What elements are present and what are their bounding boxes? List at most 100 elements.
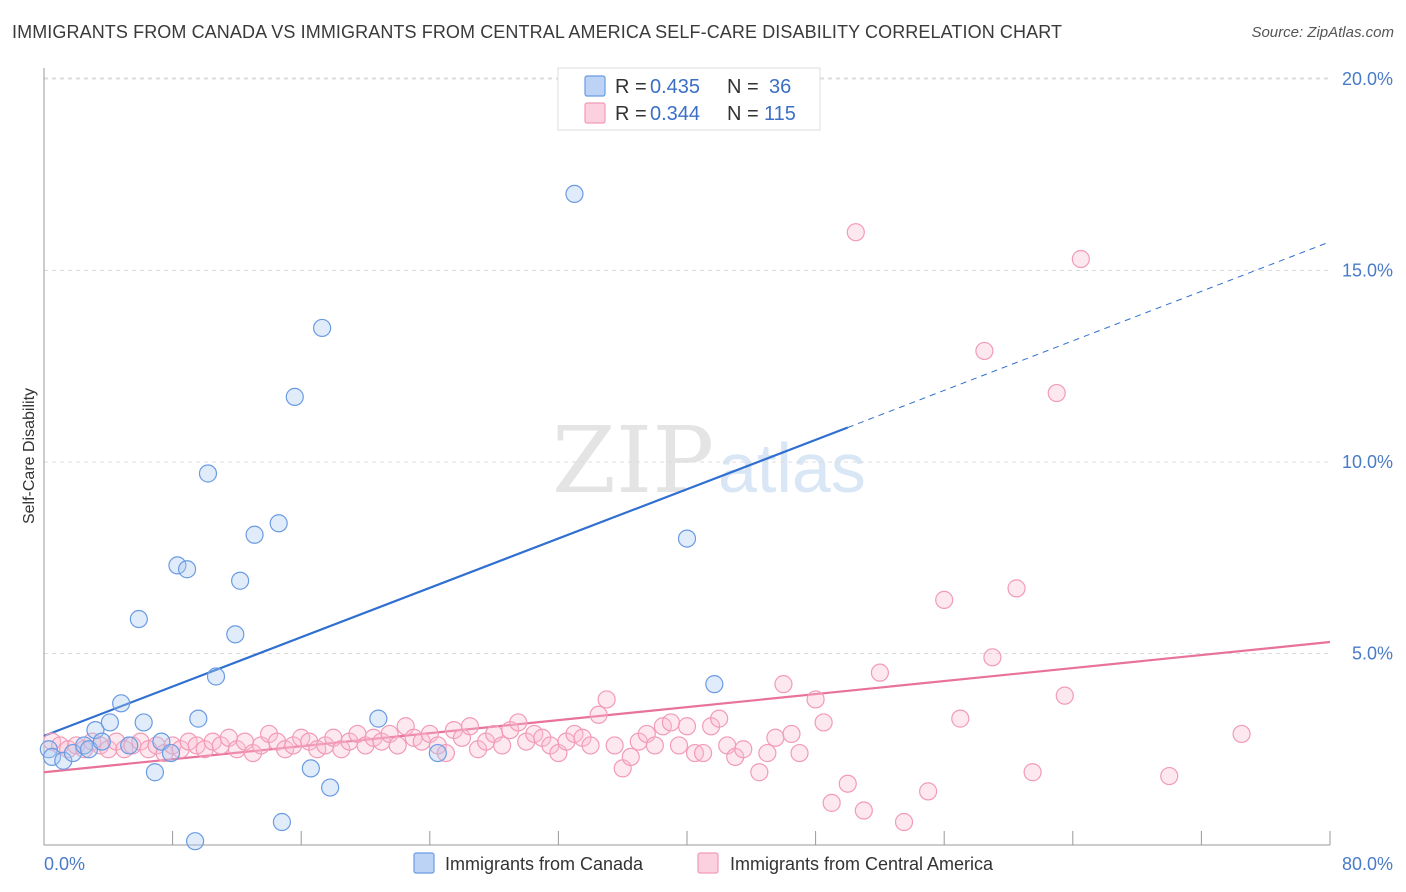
legend-r-canada: 0.435 <box>650 76 700 98</box>
point-central-america <box>1047 383 1066 403</box>
point-canada <box>54 751 73 770</box>
point-central-america <box>460 717 480 736</box>
point-canada <box>198 464 218 483</box>
gridlines <box>44 77 1330 654</box>
point-canada <box>100 713 120 732</box>
point-canada <box>231 571 250 590</box>
point-central-america <box>758 743 777 763</box>
point-canada <box>285 387 304 406</box>
point-canada <box>112 694 131 713</box>
point-central-america <box>854 801 873 820</box>
point-canada <box>301 759 320 778</box>
point-canada <box>312 318 332 338</box>
point-central-america <box>589 705 608 724</box>
point-canada <box>145 763 165 782</box>
point-central-america <box>661 713 681 732</box>
point-central-america <box>669 736 689 755</box>
trendlines <box>43 241 1331 774</box>
point-canada <box>206 667 226 686</box>
point-central-america <box>605 736 624 755</box>
point-central-america <box>766 728 785 747</box>
point-central-america <box>1007 579 1026 598</box>
point-central-america <box>734 740 753 759</box>
bottom-legend-swatch-central-america <box>697 852 719 874</box>
bottom-legend-swatch-canada <box>413 852 435 874</box>
legend-swatch-canada <box>584 75 606 97</box>
point-central-america <box>597 690 616 709</box>
legend-n-label-canada: N = <box>727 76 759 98</box>
point-central-america <box>822 793 841 812</box>
x-tick-label-max: 80.0% <box>1342 854 1393 874</box>
legend-r-label-canada: R = <box>615 76 647 98</box>
trendline-canada <box>43 426 849 737</box>
point-central-america <box>693 743 713 763</box>
point-central-america <box>493 736 512 755</box>
point-canada <box>177 560 197 579</box>
point-central-america <box>790 743 809 763</box>
watermark-zip: ZIP <box>552 407 714 514</box>
point-central-america <box>951 709 970 728</box>
point-central-america <box>677 717 697 736</box>
top-legend: R = 0.435 N = 36 R = 0.344 N = 115 <box>557 67 821 131</box>
series-central-america-points <box>42 223 1251 832</box>
y-tick-label: 15.0% <box>1342 261 1393 281</box>
source-label: Source: ZipAtlas.com <box>1251 24 1394 41</box>
series-canada-points <box>39 184 724 851</box>
point-central-america <box>782 724 801 744</box>
legend-n-canada: 36 <box>769 76 791 98</box>
point-central-america <box>581 736 600 755</box>
trendline-canada-extension <box>847 241 1331 428</box>
point-canada <box>129 609 148 629</box>
point-central-america <box>838 774 857 793</box>
point-central-america <box>1160 766 1179 786</box>
point-central-america <box>1232 724 1251 744</box>
point-central-america <box>870 663 890 682</box>
point-central-america <box>806 690 825 709</box>
legend-n-label-central-america: N = <box>727 103 759 125</box>
legend-r-label-central-america: R = <box>615 103 647 125</box>
y-tick-label: 10.0% <box>1342 452 1393 472</box>
legend-n-central-america: 115 <box>764 103 796 125</box>
point-canada <box>269 514 288 533</box>
point-canada <box>369 709 388 728</box>
y-tick-label: 5.0% <box>1352 644 1393 664</box>
point-canada <box>705 675 724 694</box>
point-canada <box>428 743 447 763</box>
point-canada <box>189 709 208 728</box>
point-canada <box>92 732 111 751</box>
point-central-america <box>1071 249 1090 269</box>
legend-swatch-central-america <box>584 102 606 124</box>
point-central-america <box>814 713 833 732</box>
point-central-america <box>621 747 640 767</box>
bottom-legend: Immigrants from Canada Immigrants from C… <box>413 852 994 874</box>
y-axis-label: Self-Care Disability <box>21 388 38 524</box>
point-canada <box>226 625 245 644</box>
point-central-america <box>846 223 865 242</box>
point-canada <box>565 184 584 203</box>
point-central-america <box>935 590 954 609</box>
point-central-america <box>388 736 407 755</box>
point-canada <box>168 556 187 575</box>
point-central-america <box>750 763 769 782</box>
point-canada <box>272 812 292 832</box>
point-central-america <box>774 675 793 694</box>
point-central-america <box>710 709 729 728</box>
point-central-america <box>975 341 994 361</box>
y-tick-labels: 5.0% 10.0% 15.0% 20.0% <box>1342 69 1393 664</box>
axes <box>43 68 1331 846</box>
point-central-america <box>894 812 914 832</box>
point-central-america <box>1055 686 1074 705</box>
point-canada <box>161 743 181 763</box>
point-central-america <box>983 648 1002 667</box>
y-tick-label: 20.0% <box>1342 69 1393 89</box>
bottom-legend-label-central-america: Immigrants from Central America <box>730 854 994 874</box>
point-canada <box>42 747 62 767</box>
point-canada <box>677 529 697 548</box>
point-canada <box>86 720 105 740</box>
point-central-america <box>509 713 528 732</box>
legend-r-central-america: 0.344 <box>650 103 700 125</box>
point-central-america <box>645 736 664 755</box>
point-central-america <box>919 782 938 801</box>
point-canada <box>120 736 139 755</box>
